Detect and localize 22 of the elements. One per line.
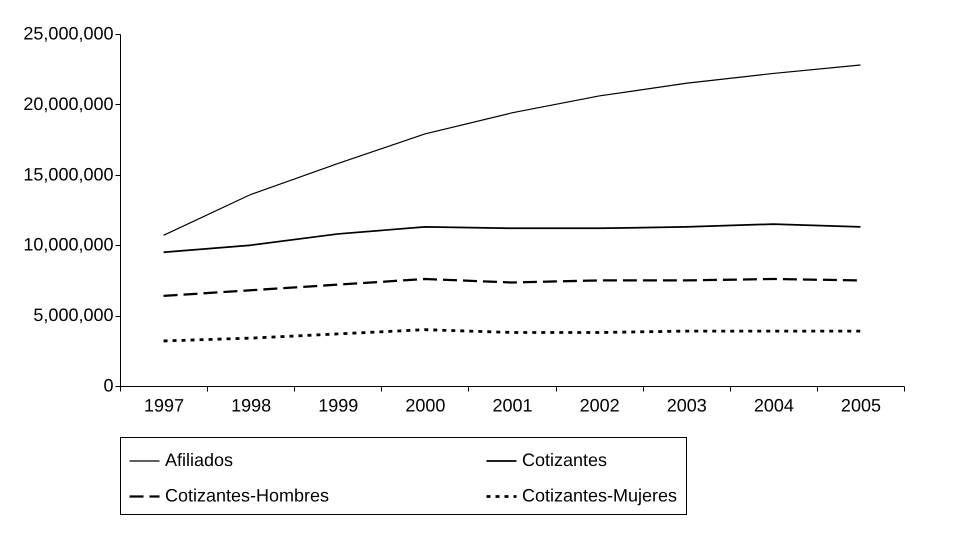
line-series [162, 64, 862, 236]
legend-label: Cotizantes-Hombres [165, 486, 330, 506]
x-tick-label: 2003 [666, 396, 707, 416]
x-tick-label: 2005 [840, 396, 881, 416]
legend-label: Cotizantes [522, 450, 608, 470]
x-tick-label: 2002 [580, 396, 620, 416]
legend-label: Afiliados [165, 450, 234, 470]
y-tick-label: 20,000,000 [23, 94, 114, 114]
x-tick-label: 1997 [144, 396, 184, 416]
y-tick-label: 25,000,000 [23, 24, 114, 44]
x-tick-label: 1999 [318, 396, 358, 416]
x-tick-label: 2000 [405, 396, 446, 416]
line-series [162, 328, 862, 342]
y-tick-label: 5,000,000 [33, 305, 114, 326]
x-tick-label: 1998 [231, 396, 272, 416]
legend-label: Cotizantes-Mujeres [522, 486, 678, 506]
y-tick-label: 15,000,000 [23, 164, 114, 184]
y-tick-label: 10,000,000 [23, 234, 114, 255]
y-tick-label: 0 [103, 376, 114, 396]
line-series [162, 223, 862, 254]
x-tick-label: 2004 [754, 396, 794, 416]
x-tick-label: 2001 [492, 396, 533, 416]
